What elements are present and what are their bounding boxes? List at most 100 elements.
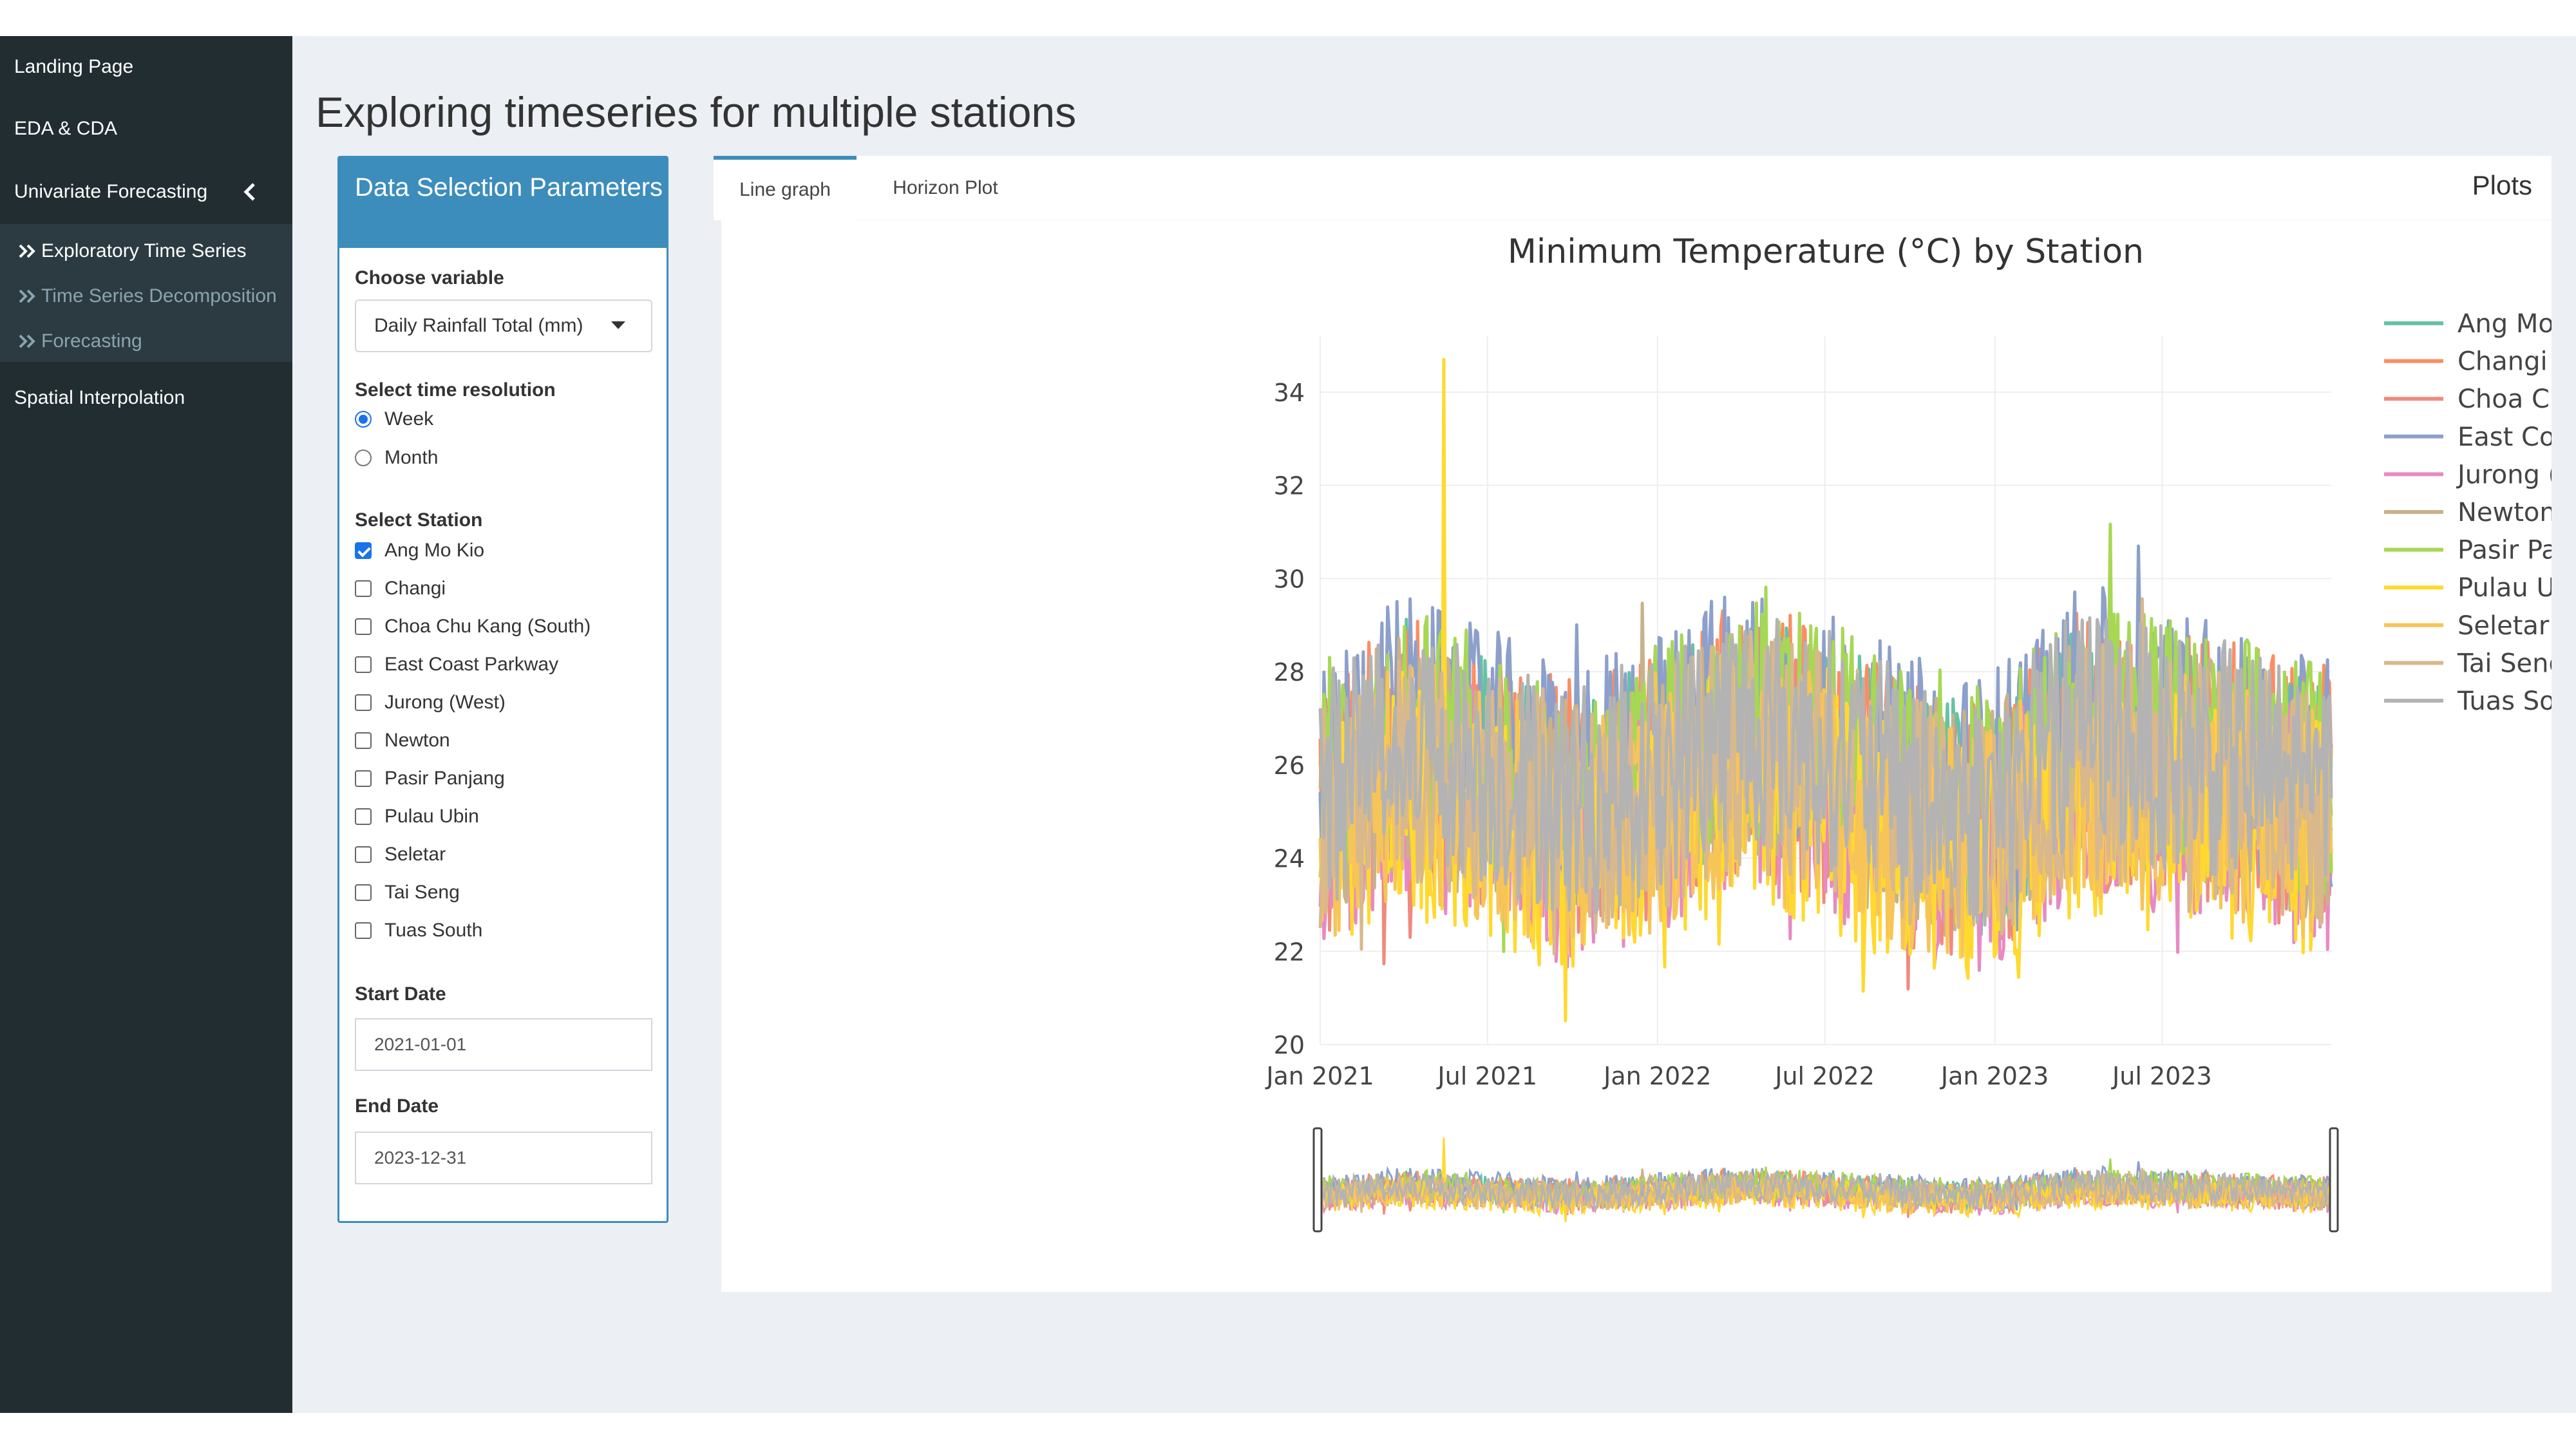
legend-entry: Pulau Ubin: [2458, 573, 2552, 603]
checkbox[interactable]: [355, 656, 372, 673]
end-date-input[interactable]: [355, 1132, 652, 1184]
option-label: Week: [384, 408, 434, 430]
legend-entry: Tai Seng: [2457, 649, 2552, 678]
y-tick-label: 30: [1274, 565, 1305, 593]
station-checkbox-choa-chu-kang[interactable]: Choa Chu Kang (South): [355, 614, 591, 639]
station-checkbox-changi[interactable]: Changi: [355, 576, 446, 601]
start-date-label: Start Date: [355, 983, 446, 1005]
resolution-option-week[interactable]: Week: [355, 406, 433, 432]
tab-horizon-plot[interactable]: Horizon Plot: [857, 156, 1034, 220]
option-label: Newton: [384, 730, 450, 751]
checkbox[interactable]: [355, 846, 372, 863]
station-checkbox-pasir-panjang[interactable]: Pasir Panjang: [355, 766, 505, 791]
y-tick-label: 20: [1274, 1031, 1305, 1059]
legend-entry: Ang Mo Kio: [2458, 309, 2552, 339]
y-tick-label: 28: [1274, 658, 1305, 687]
legend-entry: Changi: [2458, 347, 2548, 377]
sidebar: Landing Page EDA & CDA Univariate Foreca…: [0, 36, 292, 1413]
option-label: Seletar: [384, 844, 446, 865]
tab-label: Horizon Plot: [893, 177, 998, 198]
checkbox[interactable]: [355, 732, 372, 749]
main-content: Exploring timeseries for multiple statio…: [292, 36, 2576, 1413]
resolution-label: Select time resolution: [355, 379, 556, 401]
y-tick-label: 26: [1274, 752, 1305, 780]
option-label: Tai Seng: [384, 882, 460, 903]
start-date-input[interactable]: [355, 1018, 652, 1071]
station-checkbox-newton[interactable]: Newton: [355, 728, 450, 753]
submenu-label: Forecasting: [41, 330, 142, 352]
submenu-label: Time Series Decomposition: [41, 285, 277, 307]
chevron-left-icon[interactable]: [240, 179, 263, 205]
option-label: Changi: [384, 578, 446, 599]
nav-spatial-interpolation[interactable]: Spatial Interpolation: [0, 367, 292, 429]
option-label: Jurong (West): [384, 692, 506, 713]
legend-entry: Pasir Panjang: [2458, 536, 2552, 565]
option-label: Tuas South: [384, 920, 483, 941]
range-slider-handle: [1312, 1127, 1323, 1233]
end-date-label: End Date: [355, 1095, 439, 1117]
nav-eda-cda[interactable]: EDA & CDA: [0, 98, 292, 160]
checkbox[interactable]: [355, 808, 372, 825]
variable-label: Choose variable: [355, 267, 504, 289]
page-title: Exploring timeseries for multiple statio…: [316, 88, 1077, 136]
submenu-forecasting[interactable]: Forecasting: [18, 322, 142, 361]
resolution-option-month[interactable]: Month: [355, 445, 438, 471]
x-tick-label: Jan 2021: [1265, 1062, 1374, 1090]
minimum-temperature-chart[interactable]: Minimum Temperature (°C) by Station 20 22 2…: [721, 220, 2552, 1292]
checkbox[interactable]: [355, 542, 372, 559]
y-tick-label: 34: [1274, 379, 1305, 407]
option-label: Pulau Ubin: [384, 806, 479, 827]
checkbox[interactable]: [355, 922, 372, 939]
station-checkbox-seletar[interactable]: Seletar: [355, 842, 446, 867]
station-checkbox-tuas-south[interactable]: Tuas South: [355, 918, 482, 943]
x-tick-label: Jul 2023: [2111, 1062, 2212, 1090]
checkbox[interactable]: [355, 694, 372, 711]
double-chevron-right-icon: [19, 244, 35, 258]
checkbox[interactable]: [355, 580, 372, 597]
station-checkbox-east-coast-parkway[interactable]: East Coast Parkway: [355, 652, 558, 677]
tab-line-graph[interactable]: Line graph: [714, 156, 857, 220]
nav-label: Univariate Forecasting: [14, 181, 208, 202]
variable-select[interactable]: Daily Rainfall Total (mm): [355, 299, 652, 352]
double-chevron-right-icon: [19, 334, 35, 348]
variable-select-value: Daily Rainfall Total (mm): [374, 315, 583, 336]
legend-entry: Choa Chu Kang (South): [2458, 384, 2552, 414]
radio-button[interactable]: [355, 450, 372, 466]
legend-entry: Tuas South: [2457, 687, 2552, 716]
station-checkbox-jurong-west[interactable]: Jurong (West): [355, 690, 506, 715]
y-tick-label: 22: [1274, 938, 1305, 966]
station-checkbox-tai-seng[interactable]: Tai Seng: [355, 880, 460, 905]
legend-entry: Seletar: [2458, 611, 2550, 641]
radio-button[interactable]: [355, 411, 372, 428]
x-tick-label: Jul 2022: [1774, 1062, 1875, 1090]
nav-univariate-forecasting[interactable]: Univariate Forecasting: [0, 161, 292, 223]
legend-entry: East Coast Parkway: [2458, 422, 2552, 452]
nav-landing-page[interactable]: Landing Page: [0, 36, 292, 98]
x-tick-label: Jan 2023: [1940, 1062, 2049, 1090]
panel-header: Data Selection Parameters: [339, 158, 667, 248]
tab-bar: Line graph Horizon Plot Plots: [714, 156, 2552, 220]
range-slider-series-line: [1319, 1173, 2333, 1216]
chart-title: Minimum Temperature (°C) by Station: [1508, 232, 2144, 271]
x-tick-label: Jan 2022: [1602, 1062, 1711, 1090]
submenu-exploratory-time-series[interactable]: Exploratory Time Series: [18, 232, 246, 270]
checkbox[interactable]: [355, 770, 372, 787]
submenu-time-series-decomposition[interactable]: Time Series Decomposition: [18, 277, 277, 316]
station-checkbox-ang-mo-kio[interactable]: Ang Mo Kio: [355, 538, 484, 564]
submenu-label: Exploratory Time Series: [41, 240, 247, 261]
option-label: Month: [384, 447, 439, 468]
station-checkbox-pulau-ubin[interactable]: Pulau Ubin: [355, 804, 479, 829]
double-chevron-right-icon: [19, 289, 35, 303]
option-label: Choa Chu Kang (South): [384, 616, 591, 637]
nav-label: Landing Page: [14, 56, 134, 77]
tab-content: Minimum Temperature (°C) by Station 20 22 2…: [721, 220, 2552, 1292]
legend-entry: Newton: [2458, 498, 2552, 527]
submenu: Exploratory Time Series Time Series Deco…: [0, 224, 292, 362]
range-slider-handle: [2329, 1127, 2339, 1233]
app-window: Landing Page EDA & CDA Univariate Foreca…: [0, 36, 2576, 1413]
data-selection-panel: Data Selection Parameters Choose variabl…: [337, 156, 668, 1223]
legend-entry: Jurong (West): [2456, 460, 2552, 489]
checkbox[interactable]: [355, 884, 372, 901]
y-tick-label: 24: [1274, 845, 1305, 873]
checkbox[interactable]: [355, 618, 372, 635]
